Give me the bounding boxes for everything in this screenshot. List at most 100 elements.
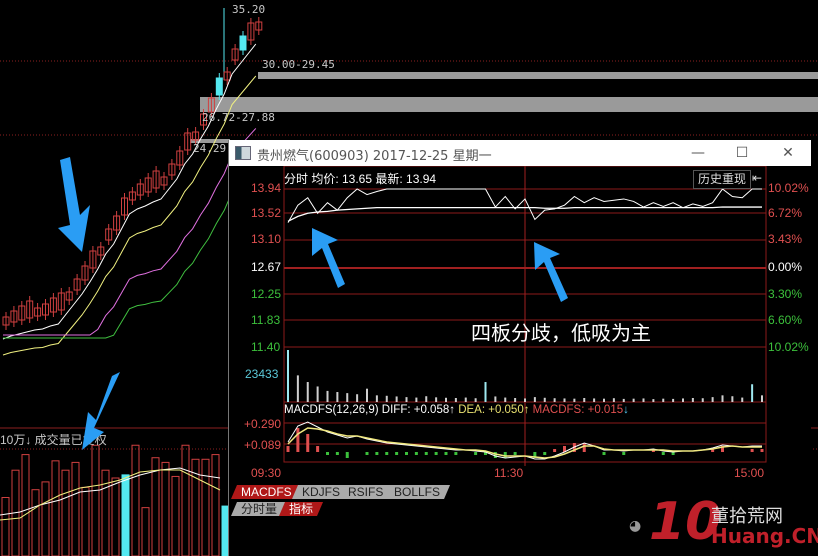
window-titlebar[interactable]: 贵州燃气(600903) 2017-12-25 星期一 — ☐ ✕ <box>229 140 811 166</box>
volume-ma-line <box>0 469 221 521</box>
dea-line <box>287 427 762 459</box>
price-label: 13.10 <box>251 232 282 246</box>
volume-bar <box>306 382 309 402</box>
volume-bar <box>21 454 30 556</box>
volume-bar <box>632 398 635 402</box>
tab-rsifs[interactable]: RSIFS <box>338 485 393 499</box>
volume-bar <box>731 396 734 402</box>
candle <box>200 113 207 126</box>
tab-bollfs[interactable]: BOLLFS <box>384 485 450 499</box>
candle <box>207 97 215 113</box>
candle <box>168 163 176 176</box>
volume-bar <box>131 444 140 556</box>
candle <box>2 316 10 326</box>
time-label: 11:30 <box>494 466 524 480</box>
history-replay-button[interactable]: 历史重现 <box>693 170 752 189</box>
volume-bar <box>336 392 339 402</box>
candle <box>105 228 113 241</box>
ma-line <box>2 75 257 356</box>
tab-indicator[interactable]: 指标 <box>279 502 323 516</box>
volume-bar <box>375 395 378 402</box>
volume-bar <box>622 398 625 402</box>
volume-bar <box>603 398 605 402</box>
volume-bar <box>111 477 120 556</box>
intraday-chart <box>283 166 767 466</box>
candle <box>184 132 192 151</box>
volume-bar <box>91 444 100 556</box>
price-label: 13.52 <box>251 206 282 220</box>
down-arrow-icon: ↓ <box>623 404 629 416</box>
time-label: 15:00 <box>734 466 765 480</box>
candle <box>34 307 42 317</box>
volume-bar <box>691 398 694 402</box>
volume-bar <box>31 489 40 556</box>
volume-bar <box>761 395 763 402</box>
intraday-header: 分时 均价: 13.65 最新: 13.94 <box>284 172 437 186</box>
volume-bar <box>711 397 714 402</box>
resistance-zone-bar <box>258 72 818 79</box>
volume-bar <box>141 507 150 556</box>
candle <box>26 300 34 319</box>
price-line <box>287 188 762 223</box>
intraday-window[interactable]: 贵州燃气(600903) 2017-12-25 星期一 — ☐ ✕ 分时 均价:… <box>228 140 818 556</box>
tab-kdjfs[interactable]: KDJFS <box>292 485 350 499</box>
tab-minute-volume[interactable]: 分时量 <box>231 502 287 516</box>
candle <box>231 48 239 61</box>
volume-bar <box>191 458 200 556</box>
price-label: 11.40 <box>251 340 281 354</box>
volume-bar <box>484 382 487 402</box>
volume-bar <box>316 386 319 402</box>
candle <box>255 21 263 31</box>
volume-bar <box>405 397 408 402</box>
pct-label: 0.00% <box>768 260 803 274</box>
volume-bar <box>662 398 665 402</box>
window-title: 贵州燃气(600903) 2017-12-25 星期一 <box>257 149 492 164</box>
volume-bar <box>121 474 130 556</box>
macd-value: MACDFS: +0.015 <box>532 404 624 416</box>
high-price-label: 35.20 <box>232 3 266 16</box>
volume-bar <box>533 397 536 402</box>
macd-header: MACDFS(12,26,9) DIFF: +0.058↑ DEA: +0.05… <box>284 404 629 416</box>
candle <box>239 35 247 51</box>
watermark-number: 10 <box>649 492 722 552</box>
history-back-icon[interactable]: ⇤ <box>751 171 763 185</box>
candle <box>215 77 223 96</box>
tab-macdfs[interactable]: MACDFS <box>231 485 302 499</box>
volume-bar <box>211 454 220 556</box>
zone-label: 30.00-29.45 <box>262 58 335 71</box>
ma-line <box>3 128 257 336</box>
resistance-zone-bar <box>200 97 818 112</box>
volume-bar <box>171 475 180 556</box>
maximize-button[interactable]: ☐ <box>735 145 749 161</box>
volume-bar <box>356 394 359 402</box>
volume-bar <box>553 398 556 402</box>
candle <box>128 191 136 201</box>
volume-bar <box>543 397 546 402</box>
close-button[interactable]: ✕ <box>782 145 794 161</box>
volume-bar <box>425 396 428 402</box>
volume-bar <box>504 397 507 402</box>
volume-bar <box>395 396 398 402</box>
watermark-en: Huang.CN <box>711 524 818 548</box>
volume-panel-label: 10万↓ 成交量已复权 <box>0 433 107 447</box>
volume-bar <box>464 397 467 402</box>
candle <box>65 291 73 301</box>
candle <box>152 170 160 189</box>
ma-line <box>2 43 257 340</box>
candle <box>144 177 152 193</box>
volume-ma-line <box>0 467 221 516</box>
candle <box>81 265 89 281</box>
candle <box>192 131 200 141</box>
candle <box>57 292 65 311</box>
candle <box>160 176 168 186</box>
watermark-logo: ◕ 10 董拾荒网 Huang.CN <box>629 492 818 554</box>
annotation-text: 四板分歧，低吸为主 <box>471 321 651 345</box>
pct-label: 10.02% <box>768 181 809 195</box>
volume-bar <box>682 398 684 402</box>
volume-bar <box>151 457 160 556</box>
volume-bar <box>385 395 388 402</box>
minimize-button[interactable]: — <box>691 145 705 161</box>
candle <box>136 183 144 196</box>
support-zone-bar <box>190 139 230 143</box>
